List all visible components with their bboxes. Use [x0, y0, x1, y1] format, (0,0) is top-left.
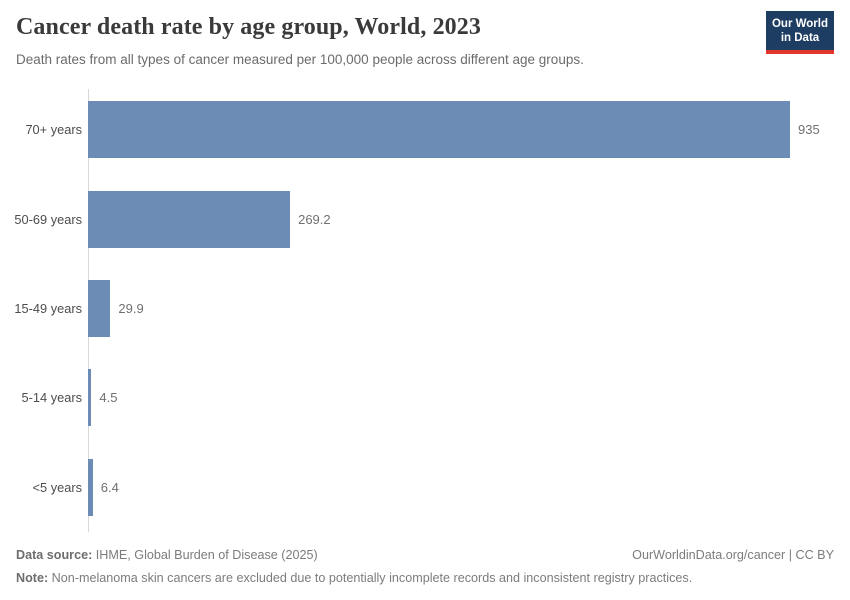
bar-area: 935 — [88, 101, 820, 159]
note-label: Note: — [16, 570, 49, 585]
bar-row: 15-49 years 29.9 — [0, 264, 850, 353]
category-label: 70+ years — [25, 122, 82, 138]
bar-row: 5-14 years 4.5 — [0, 353, 850, 442]
category-label: 15-49 years — [14, 301, 82, 317]
bar-row: 70+ years 935 — [0, 85, 850, 174]
bar-row: 50-69 years 269.2 — [0, 174, 850, 263]
owid-link[interactable]: OurWorldinData.org/cancer | CC BY — [632, 548, 834, 562]
bar[interactable] — [88, 369, 92, 427]
owid-logo-line1: Our World — [771, 18, 828, 30]
value-label: 4.5 — [99, 390, 118, 406]
bar[interactable] — [88, 190, 291, 248]
owid-logo-line2: in Data — [780, 32, 820, 44]
category-label: <5 years — [32, 479, 82, 495]
value-label: 29.9 — [118, 301, 144, 317]
category-label: 5-14 years — [21, 390, 82, 406]
bar-chart: 70+ years 935 50-69 years 269.2 15-49 years 2… — [0, 85, 850, 532]
owid-logo-stripe — [766, 50, 834, 54]
data-source-label: Data source: — [16, 548, 93, 562]
data-source-text: IHME, Global Burden of Disease (2025) — [92, 548, 318, 562]
source-line: Data source: IHME, Global Burden of Dise… — [16, 548, 834, 564]
bar[interactable] — [88, 458, 93, 516]
value-label: 6.4 — [100, 479, 119, 495]
value-label: 269.2 — [298, 211, 331, 227]
note-line: Note: Non-melanoma skin cancers are excl… — [16, 571, 834, 587]
bar[interactable] — [88, 101, 790, 159]
bar-rows: 70+ years 935 50-69 years 269.2 15-49 years 2… — [0, 85, 850, 532]
bar-area: 269.2 — [88, 190, 331, 248]
bar-area: 4.5 — [88, 369, 118, 427]
data-source: Data source: IHME, Global Burden of Dise… — [16, 548, 318, 564]
page-title: Cancer death rate by age group, World, 2… — [16, 14, 481, 40]
owid-logo: Our World in Data — [766, 11, 834, 54]
note-text: Non-melanoma skin cancers are excluded d… — [48, 570, 693, 585]
chart-footer: Data source: IHME, Global Burden of Dise… — [16, 548, 834, 586]
bar-area: 6.4 — [88, 458, 119, 516]
chart-subtitle: Death rates from all types of cancer mea… — [16, 52, 584, 67]
category-label: 50-69 years — [14, 211, 82, 227]
value-label: 935 — [798, 122, 820, 138]
bar[interactable] — [88, 280, 111, 338]
bar-row: <5 years 6.4 — [0, 443, 850, 532]
bar-area: 29.9 — [88, 280, 144, 338]
